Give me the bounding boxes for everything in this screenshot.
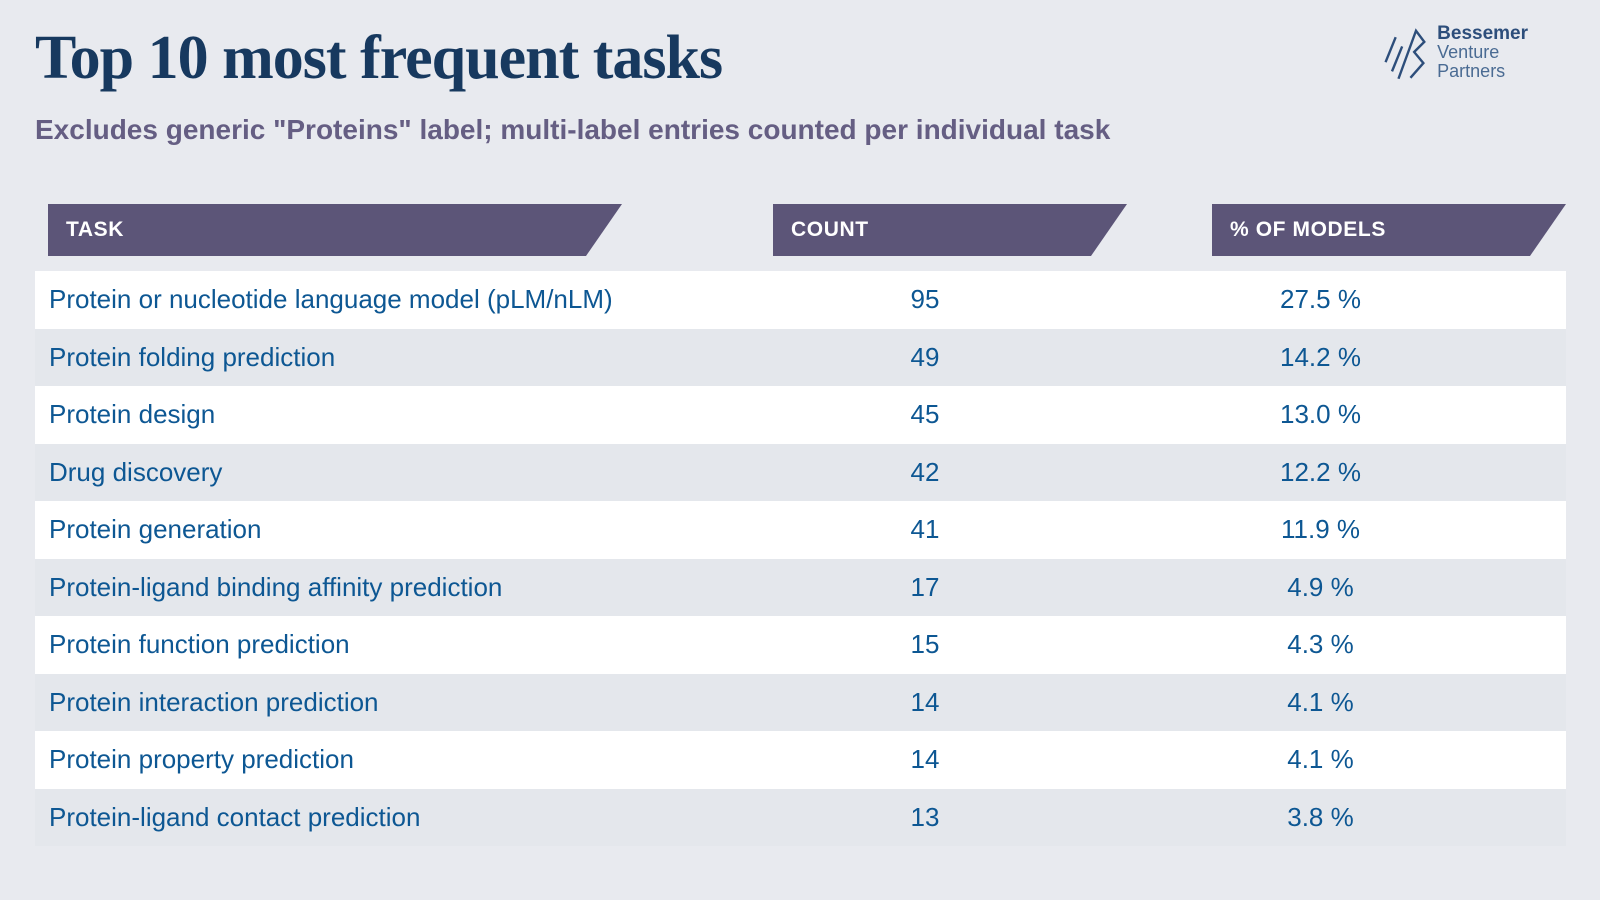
task-cell: Protein generation [49, 514, 262, 545]
task-cell: Protein-ligand binding affinity predicti… [49, 571, 503, 602]
column-header-task: TASK [48, 204, 622, 256]
count-cell: 13 [910, 801, 940, 832]
table-row: Protein property prediction 14 4.1 % [35, 731, 1566, 789]
column-header-percent-label: % OF MODELS [1230, 218, 1386, 241]
task-cell: Protein property prediction [49, 744, 354, 775]
count-cell: 17 [910, 571, 940, 602]
table-row: Protein interaction prediction 14 4.1 % [35, 674, 1566, 732]
percent-cell: 4.1 % [1287, 744, 1354, 775]
logo-line-3: Partners [1437, 60, 1506, 81]
percent-cell: 12.2 % [1280, 456, 1361, 487]
task-cell: Protein-ligand contact prediction [49, 801, 421, 832]
table-row: Protein function prediction 15 4.3 % [35, 616, 1566, 674]
count-cell: 15 [910, 629, 940, 660]
tasks-table: Protein or nucleotide language model (pL… [35, 271, 1566, 846]
table-row: Drug discovery 42 12.2 % [35, 444, 1566, 502]
percent-cell: 14.2 % [1280, 341, 1361, 372]
count-cell: 14 [910, 686, 940, 717]
task-cell: Protein function prediction [49, 629, 350, 660]
page-subtitle: Excludes generic "Proteins" label; multi… [35, 114, 1111, 145]
column-header-count-label: COUNT [791, 218, 869, 241]
percent-cell: 13.0 % [1280, 399, 1361, 430]
percent-cell: 4.3 % [1287, 629, 1354, 660]
column-header-percent: % OF MODELS [1212, 204, 1566, 256]
percent-cell: 3.8 % [1287, 801, 1354, 832]
logo-line-1: Bessemer [1437, 22, 1528, 44]
bessemer-logo-text: Bessemer Venture Partners [1437, 24, 1528, 81]
task-cell: Protein interaction prediction [49, 686, 379, 717]
table-row: Protein-ligand binding affinity predicti… [35, 559, 1566, 617]
table-row: Protein-ligand contact prediction 13 3.8… [35, 789, 1566, 847]
count-cell: 95 [910, 284, 940, 315]
count-cell: 14 [910, 744, 940, 775]
task-cell: Protein folding prediction [49, 341, 336, 372]
page-title: Top 10 most frequent tasks [35, 24, 723, 92]
task-cell: Protein or nucleotide language model (pL… [49, 284, 613, 315]
percent-cell: 4.9 % [1287, 571, 1354, 602]
task-cell: Protein design [49, 399, 216, 430]
table-row: Protein design 45 13.0 % [35, 386, 1566, 444]
bessemer-logo: Bessemer Venture Partners [1380, 20, 1528, 84]
table-row: Protein folding prediction 49 14.2 % [35, 329, 1566, 387]
count-cell: 49 [910, 341, 940, 372]
table-row: Protein generation 41 11.9 % [35, 501, 1566, 559]
percent-cell: 11.9 % [1280, 514, 1360, 545]
count-cell: 42 [910, 456, 940, 487]
percent-cell: 4.1 % [1287, 686, 1354, 717]
percent-cell: 27.5 % [1280, 284, 1361, 315]
logo-line-2: Venture [1437, 41, 1500, 62]
bessemer-logo-icon [1384, 28, 1427, 80]
count-cell: 45 [910, 399, 940, 430]
task-cell: Drug discovery [49, 456, 223, 487]
table-row: Protein or nucleotide language model (pL… [35, 271, 1566, 329]
count-cell: 41 [910, 514, 940, 545]
column-header-count: COUNT [773, 204, 1127, 256]
column-header-task-label: TASK [66, 218, 125, 241]
